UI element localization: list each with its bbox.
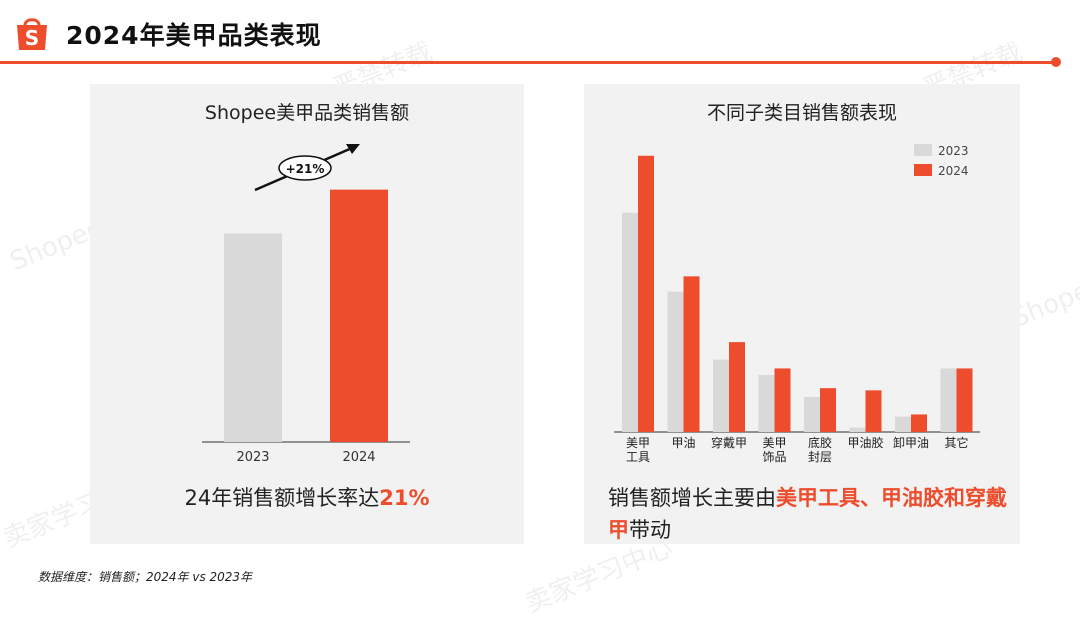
x-tick-label: 卸甲油 (893, 435, 929, 450)
legend-label-2023: 2023 (938, 144, 969, 158)
x-tick-label: 2023 (236, 450, 269, 465)
bar-2024-1 (683, 276, 700, 432)
x-tick-label: 甲油 (671, 436, 695, 450)
legend-label-2024: 2024 (938, 164, 969, 178)
x-tick-label: 饰品 (762, 450, 786, 464)
sales-caption-text: 24年销售额增长率达 (184, 486, 380, 510)
sales-chart: +21% 2023 2024 (202, 144, 410, 465)
x-tick-label: 其它 (944, 435, 968, 450)
page-title: 2024年美甲品类表现 (66, 21, 322, 50)
header-rule-dot (1051, 57, 1061, 67)
subcategory-chart-title: 不同子类目销售额表现 (706, 102, 897, 124)
subcategory-caption-suffix: 带动 (629, 518, 671, 542)
svg-text:S: S (25, 26, 39, 50)
bar-2024-6 (911, 414, 927, 432)
bar-2024-3 (774, 368, 791, 432)
sales-caption: 24年销售额增长率达21% (90, 482, 524, 514)
sales-chart-title: Shopee美甲品类销售额 (204, 102, 410, 124)
x-tick-label: 封层 (808, 450, 832, 464)
bar-2023-6 (895, 416, 911, 432)
bar-2023-1 (667, 291, 684, 432)
x-tick-label: 2024 (342, 450, 375, 465)
sales-caption-highlight: 21% (379, 486, 430, 510)
shopee-bag-icon: S (17, 18, 47, 50)
bar-2024-2 (729, 342, 745, 432)
x-tick-label: 工具 (626, 450, 650, 464)
subcategory-caption: 销售额增长主要由美甲工具、甲油胶和穿戴甲带动 (608, 482, 1008, 546)
subcategory-caption-highlight: 美甲工具、甲油胶和穿戴甲 (608, 486, 1007, 542)
bar-2024-5 (865, 390, 882, 432)
growth-badge-label: +21% (286, 162, 325, 176)
subcategory-panel: 不同子类目销售额表现 美甲 工具 甲油 穿戴甲 美甲 饰品 底胶 封层 甲油胶 卸甲油 其它 2023… (584, 84, 1020, 544)
growth-badge (278, 155, 332, 181)
bar-2024 (330, 189, 388, 442)
subcategory-caption-text: 销售额增长主要由 (608, 486, 776, 510)
bar-2024-4 (820, 388, 836, 432)
bar-2023 (224, 233, 282, 442)
x-tick-label: 穿戴甲 (711, 435, 747, 450)
bar-2023-3 (758, 375, 775, 432)
bar-2023-7 (940, 368, 957, 432)
bar-2023-4 (804, 396, 820, 432)
header-rule (0, 61, 1052, 64)
x-tick-label: 甲油胶 (847, 435, 883, 450)
bar-2023-2 (713, 359, 729, 432)
x-tick-label: 底胶 (808, 435, 832, 450)
legend-swatch-2023 (914, 144, 932, 156)
legend-swatch-2024 (914, 164, 932, 176)
growth-arrow-head (346, 144, 360, 154)
sales-panel: Shopee美甲品类销售额 +21% 2023 2024 24年销售额增长率达21… (90, 84, 524, 544)
bar-2023-5 (849, 427, 866, 432)
footnote: 数据维度：销售额；2024年 vs 2023年 (38, 570, 253, 584)
bar-2024-0 (638, 155, 654, 432)
header: S 2024年美甲品类表现 (0, 0, 1080, 67)
bar-2024-7 (956, 368, 973, 432)
x-tick-label: 美甲 (762, 436, 786, 450)
x-tick-label: 美甲 (626, 436, 650, 450)
bar-2023-0 (622, 212, 638, 432)
